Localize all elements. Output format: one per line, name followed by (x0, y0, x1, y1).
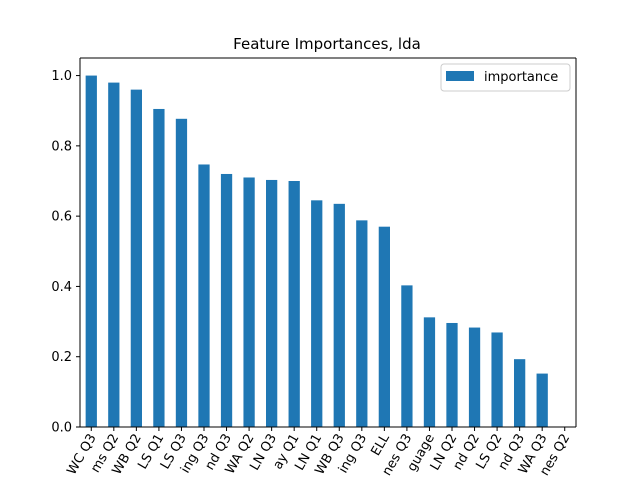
y-tick-label: 0.8 (51, 139, 72, 154)
bar-11 (333, 203, 345, 427)
bars-group (85, 75, 548, 428)
bar-18 (491, 332, 503, 427)
bar-4 (175, 118, 188, 428)
bar-16 (446, 322, 458, 427)
y-tick-label: 0.4 (51, 280, 72, 295)
bar-8 (266, 179, 278, 427)
chart-title: Feature Importances, lda (233, 35, 421, 53)
bar-20 (536, 373, 548, 427)
bar-7 (243, 177, 255, 427)
axes-frame (79, 57, 577, 428)
bar-15 (423, 317, 436, 427)
bar-13 (378, 226, 390, 427)
bar-6 (220, 173, 233, 427)
bar-14 (401, 285, 413, 427)
bar-9 (288, 181, 300, 427)
y-axis-ticks: 0.0 0.2 0.4 0.6 0.8 1.0 (51, 69, 80, 436)
y-tick-label: 0.0 (51, 421, 72, 436)
bar-0 (85, 75, 97, 427)
bar-2 (130, 89, 142, 427)
y-tick-label: 0.6 (51, 210, 72, 225)
y-tick-label: 1.0 (51, 69, 72, 84)
legend-label: importance (484, 70, 558, 85)
legend: importance (440, 63, 571, 92)
bar-17 (468, 327, 481, 427)
bar-12 (356, 220, 368, 427)
y-tick-label: 0.2 (51, 350, 72, 365)
bar-19 (514, 359, 526, 427)
bar-10 (311, 200, 323, 427)
bar-5 (198, 164, 210, 428)
bar-3 (153, 108, 165, 428)
bar-1 (108, 82, 120, 427)
legend-swatch (446, 71, 474, 81)
legend-box (440, 63, 571, 92)
